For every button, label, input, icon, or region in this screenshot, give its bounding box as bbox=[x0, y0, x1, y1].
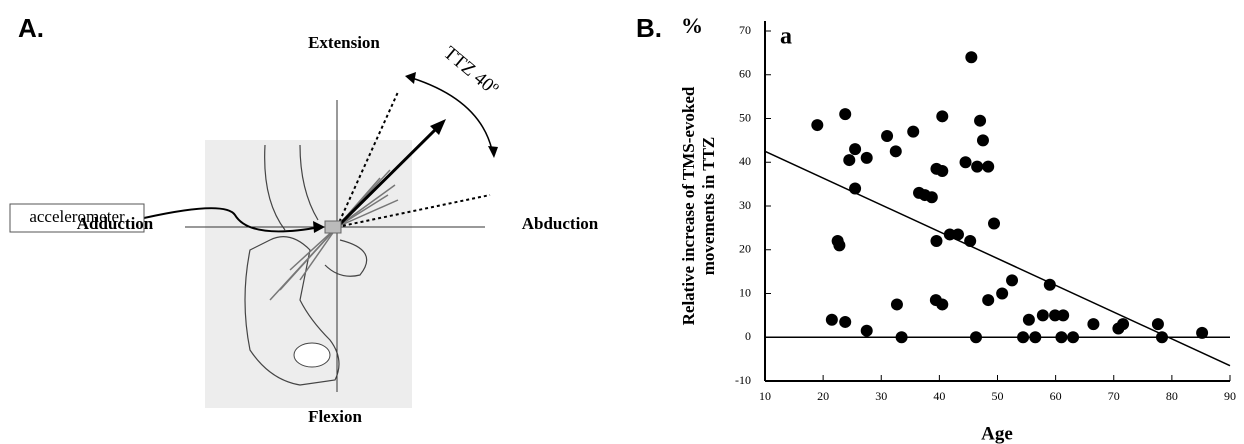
data-point bbox=[907, 125, 920, 138]
direction-label: Extension bbox=[308, 33, 380, 52]
data-point bbox=[996, 287, 1009, 300]
data-point bbox=[1117, 318, 1130, 331]
x-tick-label: 30 bbox=[875, 389, 887, 403]
y-tick-label: 30 bbox=[739, 198, 751, 212]
accelerometer-lead bbox=[143, 207, 321, 233]
data-point bbox=[951, 228, 964, 241]
data-point bbox=[936, 165, 949, 177]
x-tick-label: 10 bbox=[759, 389, 771, 403]
mean-vector bbox=[335, 123, 442, 229]
data-point bbox=[1029, 331, 1042, 344]
x-tick-label: 40 bbox=[933, 389, 945, 403]
data-point bbox=[936, 298, 949, 311]
data-point bbox=[825, 313, 838, 326]
x-tick-label: 90 bbox=[1224, 389, 1236, 403]
data-point bbox=[930, 235, 943, 247]
data-point bbox=[936, 110, 949, 123]
x-tick-label: 20 bbox=[817, 389, 829, 403]
data-point bbox=[849, 182, 862, 195]
ttz-arc bbox=[411, 77, 493, 151]
data-point bbox=[988, 217, 1001, 230]
x-tick-label: 80 bbox=[1166, 389, 1178, 403]
data-point bbox=[982, 160, 995, 173]
data-point bbox=[1006, 274, 1019, 287]
ttz-boundary bbox=[336, 91, 399, 228]
data-point bbox=[1087, 318, 1100, 331]
y-axis-label: Relative increase of TMS-evoked bbox=[679, 86, 698, 325]
y-tick-label: 40 bbox=[739, 154, 751, 168]
movement-vectors bbox=[269, 169, 399, 301]
data-point bbox=[833, 239, 846, 252]
panel-label: A. bbox=[18, 13, 44, 43]
arrow-head bbox=[313, 221, 325, 233]
accelerometer-sensor bbox=[324, 220, 342, 234]
data-point bbox=[965, 51, 978, 64]
x-tick-label: 50 bbox=[992, 389, 1004, 403]
data-point bbox=[1057, 309, 1070, 322]
data-point bbox=[839, 315, 852, 328]
x-tick-label: 60 bbox=[1050, 389, 1062, 403]
data-point bbox=[860, 324, 873, 337]
y-tick-label: -10 bbox=[735, 373, 751, 387]
data-point bbox=[925, 191, 938, 204]
data-point bbox=[976, 134, 989, 147]
data-point bbox=[1196, 326, 1209, 339]
y-axis-label: movements in TTZ bbox=[699, 137, 718, 276]
panel-b: B. % a Age Relative increase of TMS-evok… bbox=[636, 13, 1236, 444]
direction-label: Adduction bbox=[77, 214, 154, 233]
arrow-head bbox=[430, 119, 446, 135]
y-tick-label: 10 bbox=[739, 285, 751, 299]
data-point bbox=[895, 331, 908, 344]
trend-line bbox=[764, 150, 1231, 367]
data-point bbox=[811, 119, 824, 132]
data-point bbox=[860, 151, 873, 164]
data-point bbox=[964, 235, 977, 247]
data-point bbox=[849, 143, 862, 156]
x-axis-label: Age bbox=[981, 423, 1013, 444]
direction-label: Abduction bbox=[522, 214, 599, 233]
unit-label: % bbox=[681, 13, 703, 38]
annotation: a bbox=[780, 24, 792, 50]
y-tick-label: 0 bbox=[745, 329, 751, 343]
data-point bbox=[889, 145, 902, 158]
y-tick-label: 50 bbox=[739, 110, 751, 124]
data-point bbox=[890, 298, 903, 311]
direction-label: Flexion bbox=[308, 407, 362, 426]
data-point bbox=[843, 154, 856, 167]
data-point bbox=[969, 331, 982, 344]
data-point bbox=[971, 160, 984, 173]
accelerometer-box bbox=[9, 203, 145, 233]
arrow-head bbox=[405, 72, 416, 84]
arrow-head bbox=[488, 146, 498, 158]
panel-label: B. bbox=[636, 13, 662, 43]
data-point bbox=[1022, 313, 1035, 326]
data-point bbox=[1036, 309, 1049, 322]
data-point bbox=[1067, 331, 1080, 344]
data-point bbox=[839, 108, 852, 121]
data-point bbox=[1155, 331, 1168, 344]
hand-drawing bbox=[244, 236, 340, 386]
data-point bbox=[974, 114, 987, 127]
data-point bbox=[881, 130, 894, 142]
ttz-label: TTZ 40º bbox=[439, 42, 502, 100]
data-point bbox=[959, 156, 972, 169]
panel-a: A. Extension TTZ 40º accelerometer Adduc… bbox=[9, 13, 599, 426]
data-point bbox=[1043, 278, 1056, 291]
ttz-boundary bbox=[336, 194, 491, 228]
y-tick-label: 60 bbox=[739, 67, 751, 81]
data-point bbox=[1055, 331, 1068, 344]
y-tick-label: 20 bbox=[739, 242, 751, 256]
data-point bbox=[982, 294, 995, 307]
thumb-drawing bbox=[293, 342, 331, 368]
data-point bbox=[1151, 318, 1164, 331]
x-tick-label: 70 bbox=[1108, 389, 1120, 403]
y-tick-label: 70 bbox=[739, 23, 751, 37]
box-label: accelerometer bbox=[29, 207, 125, 226]
hand-drawing bbox=[264, 144, 368, 277]
data-point bbox=[1017, 331, 1030, 344]
